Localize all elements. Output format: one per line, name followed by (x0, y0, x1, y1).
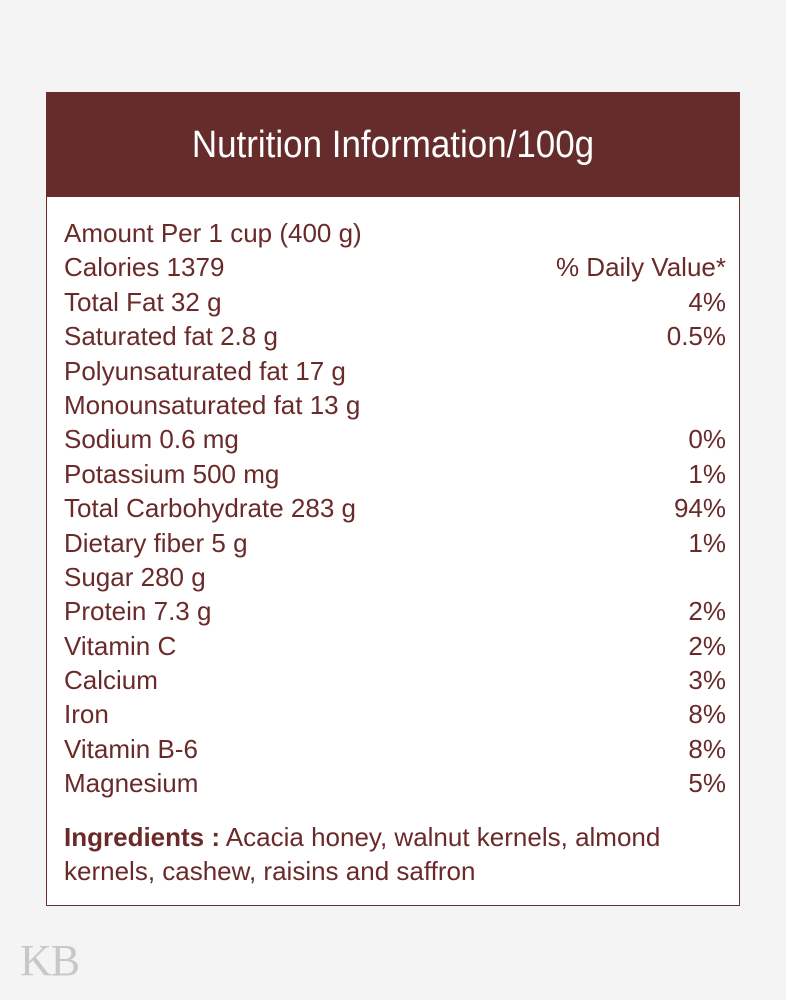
nutrition-rows: Amount Per 1 cup (400 g) Calories 1379 % D… (64, 216, 726, 801)
ingredients-text: Acacia honey, walnut kernels, almond ker… (64, 822, 661, 886)
nutrition-row: Magnesium 5% (64, 766, 726, 800)
daily-value: 3% (688, 665, 726, 696)
nutrition-row: Sugar 280 g (64, 560, 726, 594)
nutrition-row: Calcium 3% (64, 663, 726, 697)
nutrient-label: Sodium 0.6 mg (64, 424, 239, 455)
nutrition-row: Monounsaturated fat 13 g (64, 388, 726, 422)
nutrition-row: Total Carbohydrate 283 g 94% (64, 491, 726, 525)
nutrition-row: Amount Per 1 cup (400 g) (64, 216, 726, 250)
nutrient-label: Amount Per 1 cup (400 g) (64, 218, 362, 248)
daily-value: 1% (688, 458, 726, 489)
nutrient-label: Monounsaturated fat 13 g (64, 389, 361, 420)
daily-value: 5% (688, 768, 726, 799)
nutrient-label: Polyunsaturated fat 17 g (64, 355, 346, 386)
nutrient-label: Iron (64, 699, 109, 730)
ingredients-label: Ingredients : (64, 822, 221, 852)
daily-value: 0% (688, 424, 726, 455)
daily-value: 94% (673, 493, 726, 524)
daily-value: 0.5% (666, 321, 726, 352)
kb-logo: KB (20, 936, 80, 985)
nutrient-label: Potassium 500 mg (64, 458, 280, 489)
nutrient-label: Total Fat 32 g (64, 286, 222, 317)
nutrition-row: Calories 1379 % Daily Value* (64, 250, 726, 284)
daily-value: 2% (688, 596, 726, 627)
nutrient-label: Protein 7.3 g (64, 596, 212, 627)
daily-value: 2% (688, 630, 726, 661)
daily-value: % Daily Value* (555, 252, 726, 283)
daily-value: 8% (688, 699, 726, 730)
nutrition-row: Protein 7.3 g 2% (64, 594, 726, 628)
nutrition-row: Saturated fat 2.8 g 0.5% (64, 319, 726, 353)
daily-value: 8% (688, 733, 726, 764)
daily-value: 4% (688, 286, 726, 317)
nutrition-row: Total Fat 32 g 4% (64, 285, 726, 319)
nutrition-row: Vitamin C 2% (64, 629, 726, 663)
label-title: Nutrition Information/100g (74, 93, 712, 197)
nutrient-label: Total Carbohydrate 283 g (64, 493, 356, 524)
nutrient-label: Calories 1379 (64, 252, 225, 283)
nutrition-row: Dietary fiber 5 g 1% (64, 526, 726, 560)
ingredients: Ingredients : Acacia honey, walnut kerne… (64, 820, 729, 888)
nutrition-label: Nutrition Information/100g Amount Per 1 … (46, 92, 740, 906)
nutrient-label: Vitamin C (64, 630, 177, 661)
nutrition-row: Polyunsaturated fat 17 g (64, 354, 726, 388)
nutrient-label: Saturated fat 2.8 g (64, 321, 278, 352)
nutrition-row: Sodium 0.6 mg 0% (64, 422, 726, 456)
nutrient-label: Sugar 280 g (64, 561, 206, 592)
nutrient-label: Dietary fiber 5 g (64, 527, 248, 558)
daily-value: 1% (688, 527, 726, 558)
nutrition-row: Potassium 500 mg 1% (64, 457, 726, 491)
nutrition-row: Vitamin B-6 8% (64, 732, 726, 766)
nutrient-label: Calcium (64, 665, 158, 696)
label-header: Nutrition Information/100g (47, 93, 739, 197)
nutrient-label: Magnesium (64, 768, 199, 799)
nutrition-row: Iron 8% (64, 697, 726, 731)
nutrient-label: Vitamin B-6 (64, 733, 198, 764)
